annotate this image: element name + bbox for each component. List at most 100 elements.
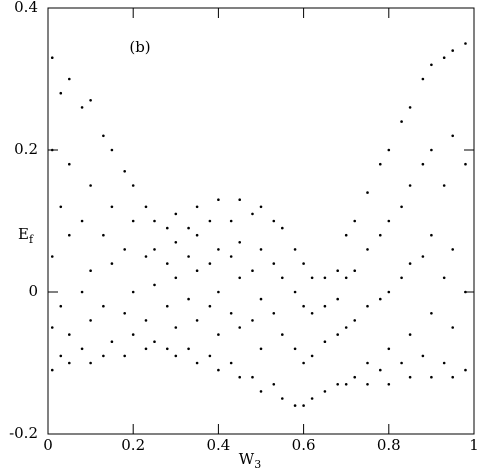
y-tick-label: -0.2 — [9, 424, 38, 442]
point — [102, 354, 105, 358]
point — [110, 148, 114, 152]
point — [89, 319, 92, 322]
point — [408, 262, 412, 265]
point — [195, 233, 199, 237]
point — [293, 290, 297, 294]
point — [408, 106, 412, 109]
point — [387, 383, 391, 386]
point — [323, 390, 327, 393]
point — [50, 326, 54, 329]
point — [344, 326, 348, 329]
point — [68, 333, 71, 336]
point — [68, 361, 71, 365]
point — [153, 219, 156, 223]
point — [59, 354, 63, 358]
x-tick-label: 0.2 — [121, 436, 145, 454]
point — [144, 205, 148, 209]
point — [165, 262, 169, 265]
point — [421, 354, 425, 358]
point — [408, 333, 412, 336]
point — [421, 255, 425, 258]
point — [336, 297, 339, 301]
point — [229, 255, 233, 258]
point — [123, 248, 126, 251]
point — [302, 262, 305, 265]
point — [353, 269, 357, 273]
y-tick-label: 0 — [28, 282, 38, 300]
point — [59, 304, 63, 308]
point — [195, 205, 199, 209]
point — [50, 56, 54, 59]
point — [302, 304, 305, 308]
point — [281, 333, 284, 336]
point — [442, 184, 446, 187]
point — [421, 162, 425, 166]
point — [310, 276, 314, 280]
point — [174, 326, 178, 329]
point — [208, 262, 212, 265]
point — [430, 63, 433, 67]
point — [144, 319, 148, 322]
point — [430, 148, 433, 152]
point — [310, 397, 314, 400]
point — [293, 404, 297, 407]
point — [153, 340, 156, 344]
x-axis-label-subscript: 3 — [254, 458, 261, 471]
point — [131, 184, 135, 187]
point — [302, 361, 305, 365]
point — [387, 219, 391, 223]
point — [442, 276, 446, 280]
x-tick-label: 0 — [43, 436, 53, 454]
point — [50, 368, 54, 372]
x-axis-label-main: W — [239, 450, 255, 468]
point — [251, 269, 254, 273]
point — [68, 77, 71, 81]
y-axis-label-subscript: f — [29, 233, 34, 246]
point — [80, 290, 84, 294]
point — [217, 333, 220, 336]
point — [344, 233, 348, 237]
point — [387, 148, 391, 152]
point — [144, 347, 148, 351]
point — [272, 262, 276, 265]
point — [366, 248, 369, 251]
point — [187, 255, 190, 258]
point — [59, 91, 63, 95]
point — [144, 255, 148, 258]
point — [165, 226, 169, 230]
point — [102, 233, 105, 237]
point — [378, 368, 382, 372]
x-tick-label: 0.4 — [206, 436, 230, 454]
point — [344, 383, 348, 386]
point — [131, 219, 135, 223]
point — [195, 319, 199, 322]
point — [174, 212, 178, 216]
point — [110, 205, 114, 209]
point — [174, 354, 178, 358]
point — [123, 354, 126, 358]
point — [80, 219, 84, 223]
point — [442, 361, 446, 365]
point — [251, 212, 254, 216]
point — [187, 226, 190, 230]
point — [400, 276, 403, 280]
point — [408, 375, 412, 379]
point — [131, 290, 135, 294]
point — [400, 361, 403, 365]
point — [464, 290, 467, 294]
point — [281, 276, 284, 280]
point — [89, 99, 92, 102]
point — [123, 170, 126, 173]
point — [68, 233, 71, 237]
x-tick-label: 1 — [469, 436, 479, 454]
point — [80, 347, 84, 351]
point — [153, 248, 156, 251]
point — [366, 304, 369, 308]
point — [464, 42, 467, 45]
point — [293, 248, 297, 251]
point — [238, 276, 241, 280]
point — [451, 134, 455, 138]
point — [302, 404, 305, 407]
point — [59, 205, 63, 209]
